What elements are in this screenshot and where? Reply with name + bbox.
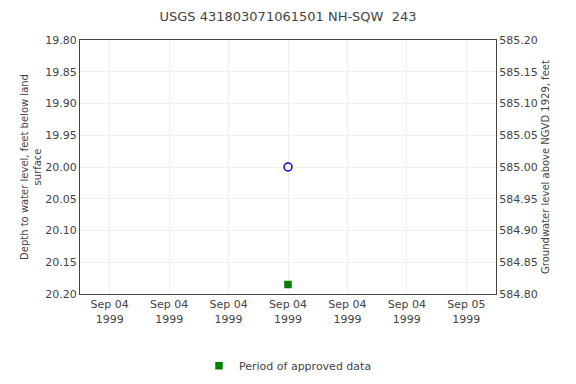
svg-text:19.80: 19.80 xyxy=(45,34,77,47)
svg-text:20.00: 20.00 xyxy=(45,161,77,174)
svg-text:Sep 041999: Sep 041999 xyxy=(388,298,426,325)
svg-text:20.15: 20.15 xyxy=(45,256,77,269)
svg-text:Sep 041999: Sep 041999 xyxy=(150,298,188,325)
svg-text:20.10: 20.10 xyxy=(45,224,77,237)
svg-text:585.10: 585.10 xyxy=(499,97,538,110)
svg-text:20.05: 20.05 xyxy=(45,193,77,206)
svg-text:19.85: 19.85 xyxy=(45,66,77,79)
svg-text:Period of approved data: Period of approved data xyxy=(239,360,371,373)
svg-text:Sep 041999: Sep 041999 xyxy=(328,298,366,325)
svg-text:584.90: 584.90 xyxy=(499,224,538,237)
svg-text:585.20: 585.20 xyxy=(499,34,538,47)
svg-text:19.95: 19.95 xyxy=(45,129,77,142)
svg-text:19.90: 19.90 xyxy=(45,97,77,110)
svg-text:584.80: 584.80 xyxy=(499,288,538,301)
svg-text:USGS 431803071061501 NH-SQW 2: USGS 431803071061501 NH-SQW 243 xyxy=(159,9,416,24)
svg-text:20.20: 20.20 xyxy=(45,288,77,301)
svg-text:Sep 041999: Sep 041999 xyxy=(209,298,247,325)
svg-text:585.00: 585.00 xyxy=(499,161,538,174)
svg-text:Groundwater level above NGVD 1: Groundwater level above NGVD 1929, feet xyxy=(540,60,551,274)
svg-text:584.95: 584.95 xyxy=(499,193,538,206)
svg-text:Depth to water level, feet bel: Depth to water level, feet below landsur… xyxy=(19,74,43,260)
svg-text:Sep 051999: Sep 051999 xyxy=(447,298,485,325)
svg-text:584.85: 584.85 xyxy=(499,256,538,269)
svg-text:585.05: 585.05 xyxy=(499,129,538,142)
svg-text:Sep 041999: Sep 041999 xyxy=(91,298,129,325)
svg-text:585.15: 585.15 xyxy=(499,66,538,79)
svg-text:Sep 041999: Sep 041999 xyxy=(269,298,307,325)
